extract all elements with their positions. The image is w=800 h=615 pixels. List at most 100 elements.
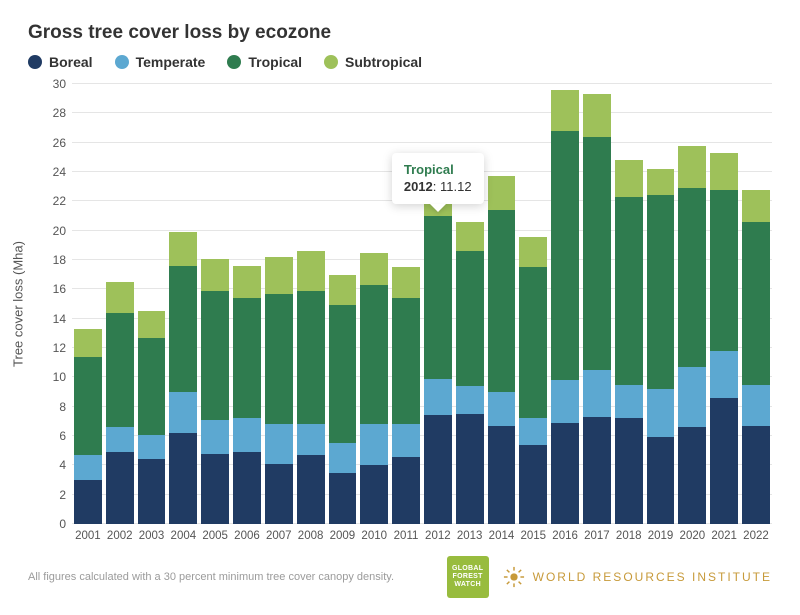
bar-segment-tropical[interactable] bbox=[392, 298, 420, 424]
bar-segment-boreal[interactable] bbox=[615, 418, 643, 524]
bar-column[interactable] bbox=[583, 84, 611, 524]
bar-column[interactable] bbox=[710, 84, 738, 524]
bar-segment-boreal[interactable] bbox=[742, 426, 770, 524]
bar-segment-temperate[interactable] bbox=[583, 370, 611, 417]
bar-segment-boreal[interactable] bbox=[74, 480, 102, 524]
bar-segment-tropical[interactable] bbox=[201, 291, 229, 420]
bar-segment-temperate[interactable] bbox=[74, 455, 102, 480]
bar-segment-temperate[interactable] bbox=[201, 420, 229, 454]
bar-segment-subtropical[interactable] bbox=[106, 282, 134, 313]
bar-segment-temperate[interactable] bbox=[551, 380, 579, 423]
bar-segment-subtropical[interactable] bbox=[74, 329, 102, 357]
bar-column[interactable] bbox=[265, 84, 293, 524]
bar-segment-tropical[interactable] bbox=[488, 210, 516, 392]
bar-segment-subtropical[interactable] bbox=[456, 222, 484, 251]
bar-column[interactable] bbox=[106, 84, 134, 524]
bar-segment-tropical[interactable] bbox=[265, 294, 293, 425]
bar-segment-boreal[interactable] bbox=[583, 417, 611, 524]
bar-segment-boreal[interactable] bbox=[297, 455, 325, 524]
bar-segment-temperate[interactable] bbox=[106, 427, 134, 452]
bar-column[interactable] bbox=[678, 84, 706, 524]
bar-segment-tropical[interactable] bbox=[360, 285, 388, 424]
legend-item[interactable]: Temperate bbox=[115, 54, 206, 70]
bar-segment-temperate[interactable] bbox=[360, 424, 388, 465]
bar-column[interactable] bbox=[169, 84, 197, 524]
bar-segment-temperate[interactable] bbox=[488, 392, 516, 426]
bar-column[interactable] bbox=[742, 84, 770, 524]
bar-column[interactable] bbox=[615, 84, 643, 524]
legend-item[interactable]: Tropical bbox=[227, 54, 302, 70]
bar-segment-subtropical[interactable] bbox=[233, 266, 261, 298]
bar-segment-subtropical[interactable] bbox=[583, 94, 611, 137]
bar-segment-subtropical[interactable] bbox=[615, 160, 643, 197]
bar-segment-tropical[interactable] bbox=[742, 222, 770, 385]
bar-segment-tropical[interactable] bbox=[424, 216, 452, 379]
bar-segment-subtropical[interactable] bbox=[488, 176, 516, 210]
bar-column[interactable] bbox=[488, 84, 516, 524]
bar-segment-subtropical[interactable] bbox=[392, 267, 420, 298]
bar-segment-subtropical[interactable] bbox=[138, 311, 166, 337]
bar-segment-subtropical[interactable] bbox=[297, 251, 325, 291]
bar-column[interactable] bbox=[138, 84, 166, 524]
bar-column[interactable] bbox=[519, 84, 547, 524]
bar-segment-temperate[interactable] bbox=[233, 418, 261, 452]
bar-column[interactable] bbox=[329, 84, 357, 524]
bar-segment-tropical[interactable] bbox=[106, 313, 134, 427]
bar-column[interactable] bbox=[74, 84, 102, 524]
bar-segment-tropical[interactable] bbox=[710, 190, 738, 351]
bar-segment-subtropical[interactable] bbox=[710, 153, 738, 190]
bar-segment-boreal[interactable] bbox=[233, 452, 261, 524]
bar-segment-tropical[interactable] bbox=[551, 131, 579, 380]
bar-segment-boreal[interactable] bbox=[678, 427, 706, 524]
bar-segment-tropical[interactable] bbox=[615, 197, 643, 385]
bar-segment-subtropical[interactable] bbox=[678, 146, 706, 189]
bar-segment-boreal[interactable] bbox=[392, 457, 420, 524]
bar-segment-temperate[interactable] bbox=[424, 379, 452, 416]
bar-column[interactable] bbox=[201, 84, 229, 524]
bar-segment-tropical[interactable] bbox=[138, 338, 166, 435]
bar-segment-subtropical[interactable] bbox=[329, 275, 357, 306]
bar-segment-boreal[interactable] bbox=[329, 473, 357, 524]
bar-column[interactable] bbox=[456, 84, 484, 524]
bar-segment-subtropical[interactable] bbox=[551, 90, 579, 131]
bar-segment-subtropical[interactable] bbox=[519, 237, 547, 268]
bar-segment-temperate[interactable] bbox=[710, 351, 738, 398]
bar-column[interactable] bbox=[360, 84, 388, 524]
bar-segment-temperate[interactable] bbox=[297, 424, 325, 455]
bar-segment-boreal[interactable] bbox=[519, 445, 547, 524]
bar-segment-tropical[interactable] bbox=[233, 298, 261, 418]
bar-column[interactable] bbox=[392, 84, 420, 524]
bar-segment-temperate[interactable] bbox=[615, 385, 643, 419]
bar-segment-tropical[interactable] bbox=[456, 251, 484, 386]
bar-segment-tropical[interactable] bbox=[74, 357, 102, 455]
legend-item[interactable]: Boreal bbox=[28, 54, 93, 70]
bar-segment-subtropical[interactable] bbox=[647, 169, 675, 195]
bar-segment-subtropical[interactable] bbox=[201, 259, 229, 291]
bar-segment-tropical[interactable] bbox=[583, 137, 611, 370]
bar-segment-boreal[interactable] bbox=[138, 459, 166, 524]
bar-segment-tropical[interactable] bbox=[519, 267, 547, 418]
bar-segment-subtropical[interactable] bbox=[742, 190, 770, 222]
bar-segment-temperate[interactable] bbox=[138, 435, 166, 460]
bar-column[interactable] bbox=[424, 84, 452, 524]
bar-segment-tropical[interactable] bbox=[169, 266, 197, 392]
bar-segment-temperate[interactable] bbox=[647, 389, 675, 437]
bar-segment-tropical[interactable] bbox=[647, 195, 675, 389]
bar-segment-boreal[interactable] bbox=[169, 433, 197, 524]
bar-segment-boreal[interactable] bbox=[360, 465, 388, 524]
bar-column[interactable] bbox=[297, 84, 325, 524]
legend-item[interactable]: Subtropical bbox=[324, 54, 422, 70]
bar-segment-boreal[interactable] bbox=[551, 423, 579, 524]
bar-segment-temperate[interactable] bbox=[329, 443, 357, 472]
bar-segment-temperate[interactable] bbox=[265, 424, 293, 464]
bar-segment-boreal[interactable] bbox=[710, 398, 738, 524]
bar-column[interactable] bbox=[647, 84, 675, 524]
bar-segment-boreal[interactable] bbox=[106, 452, 134, 524]
bar-segment-temperate[interactable] bbox=[392, 424, 420, 456]
bar-segment-temperate[interactable] bbox=[678, 367, 706, 427]
bar-segment-temperate[interactable] bbox=[456, 386, 484, 414]
bar-segment-boreal[interactable] bbox=[424, 415, 452, 524]
bar-column[interactable] bbox=[233, 84, 261, 524]
bar-segment-subtropical[interactable] bbox=[169, 232, 197, 266]
bar-segment-subtropical[interactable] bbox=[360, 253, 388, 285]
